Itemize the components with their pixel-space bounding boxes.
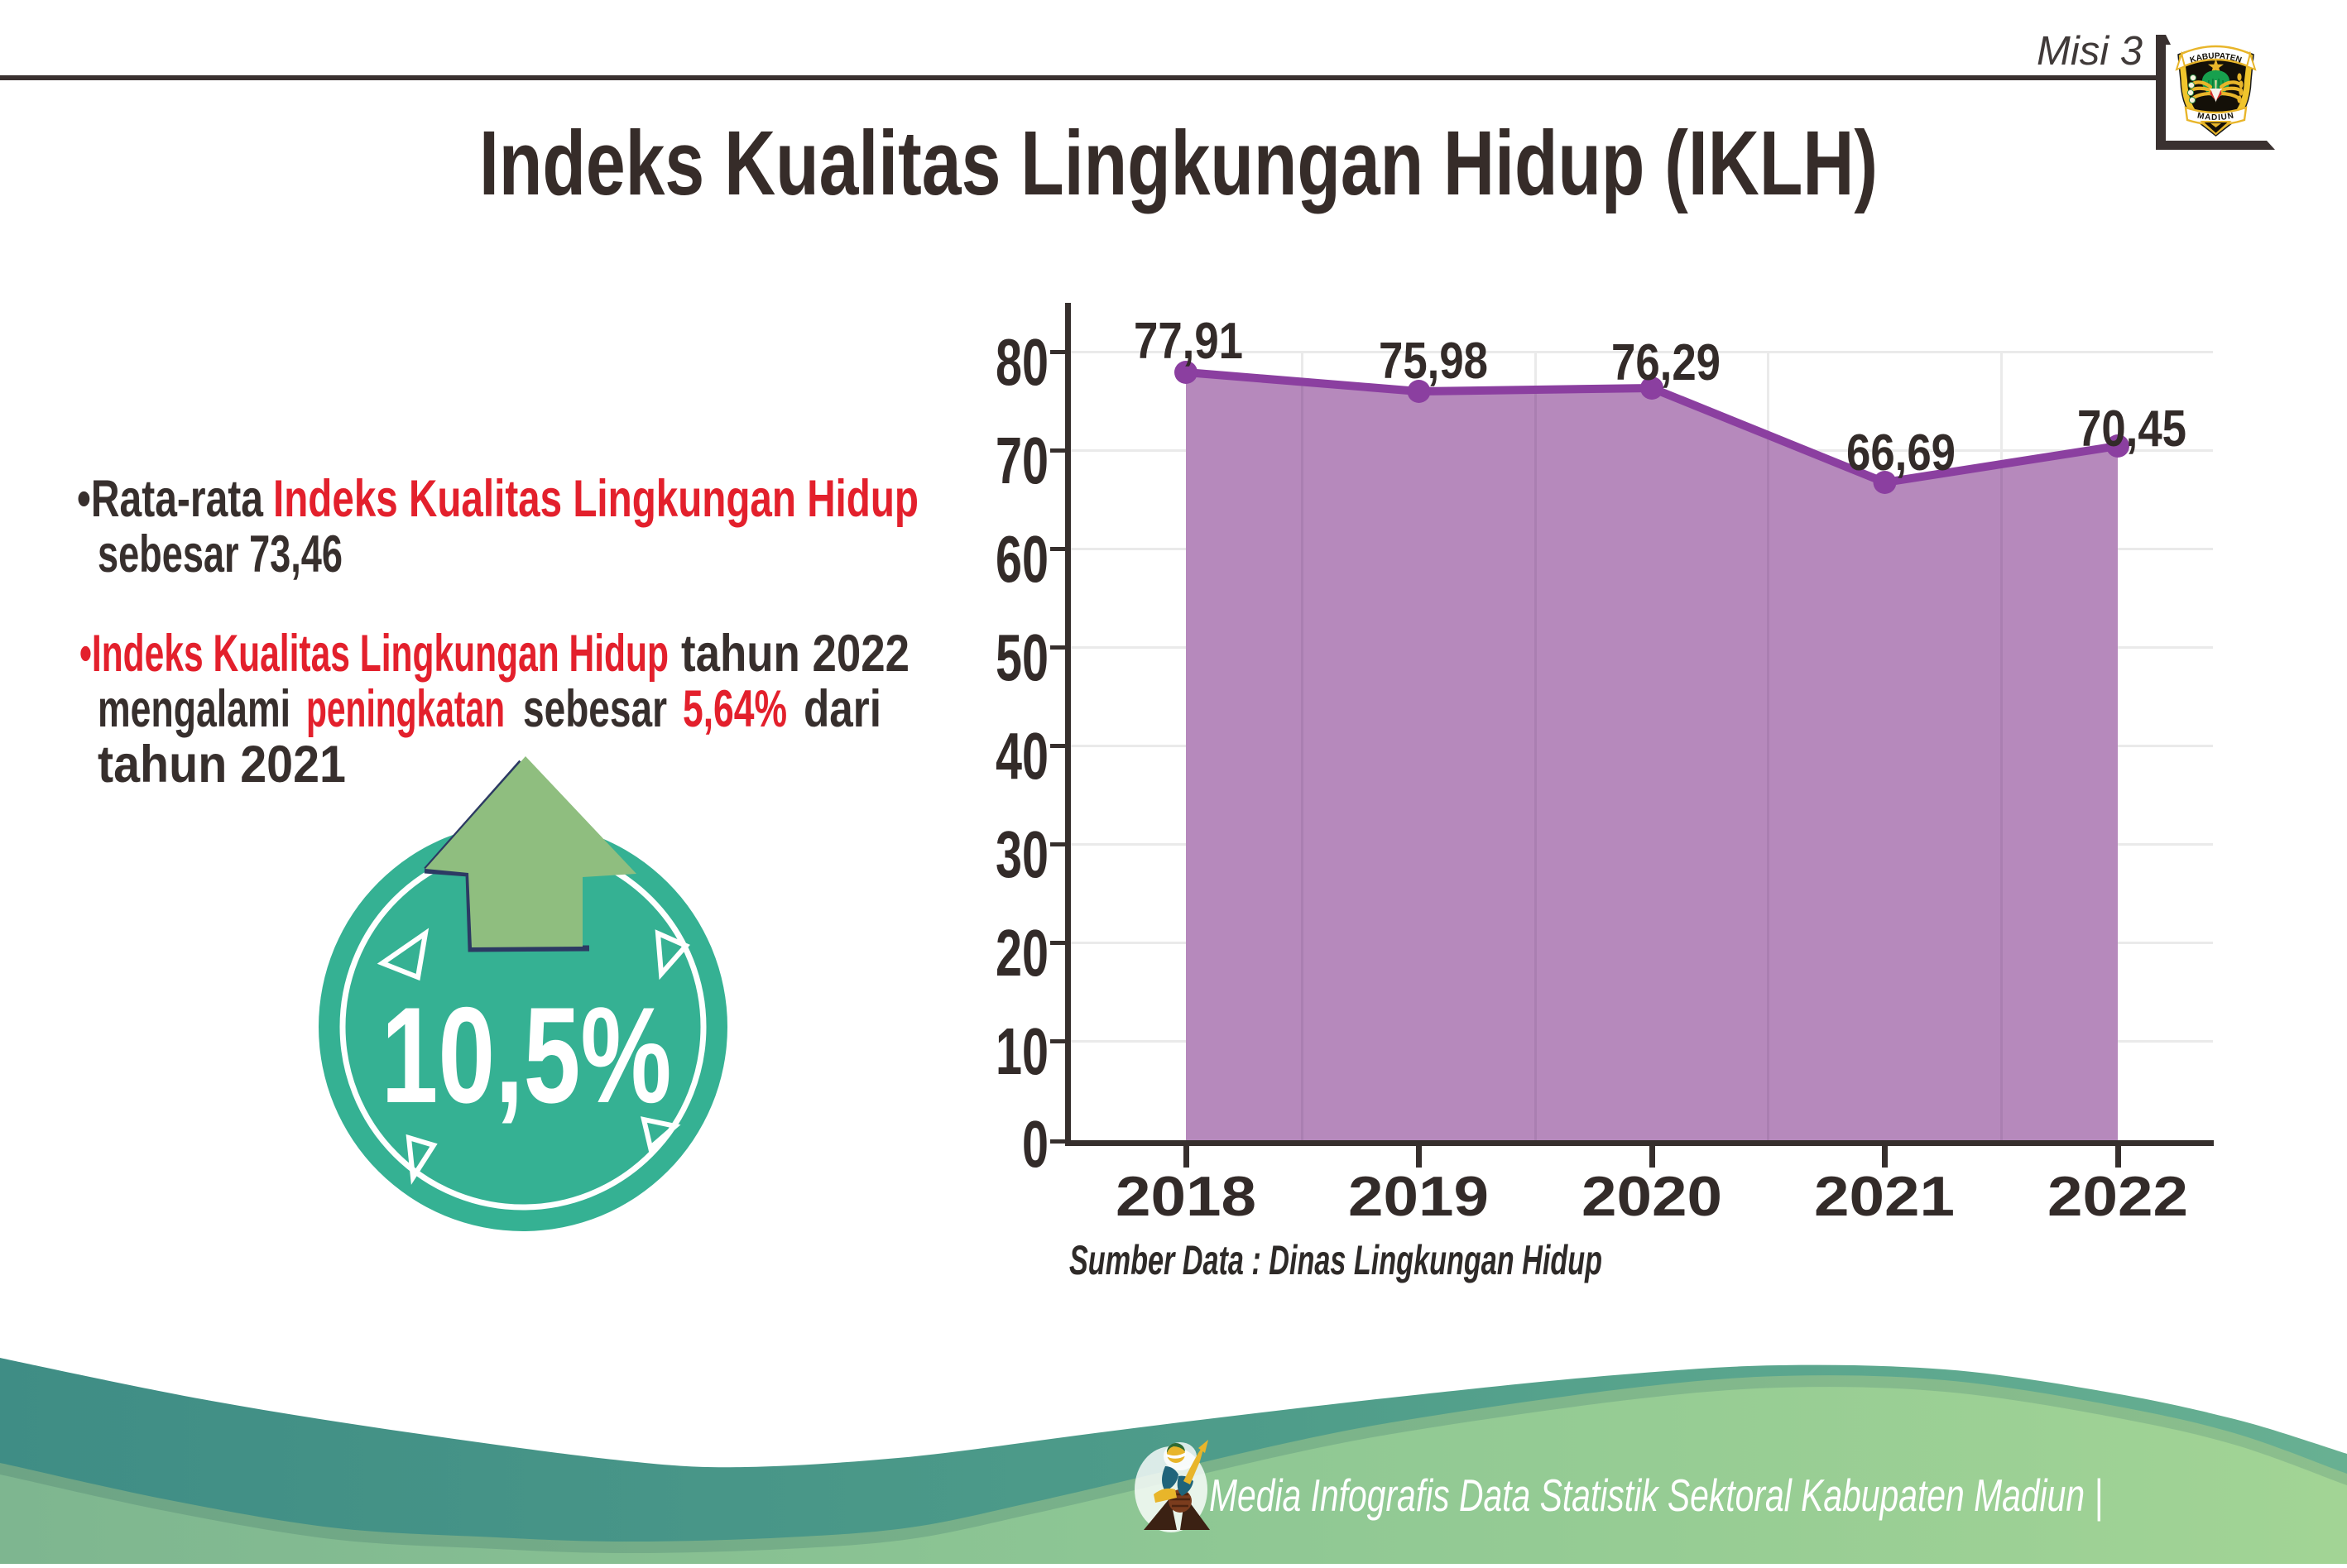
svg-text:KABUPATEN: KABUPATEN — [2189, 51, 2243, 65]
svg-text:30: 30 — [996, 818, 1049, 891]
svg-text:66,69: 66,69 — [1846, 424, 1956, 482]
svg-text:•Indeks Kualitas Lingkungan Hi: •Indeks Kualitas Lingkungan Hidup — [79, 625, 669, 683]
svg-text:Sumber Data : Dinas Lingkungan: Sumber Data : Dinas Lingkungan Hidup — [1069, 1237, 1602, 1283]
svg-text:peningkatan: peningkatan — [306, 680, 505, 738]
svg-text:0: 0 — [1022, 1107, 1049, 1181]
svg-text:MADIUN: MADIUN — [2196, 111, 2235, 122]
svg-text:80: 80 — [996, 325, 1049, 399]
svg-text:50: 50 — [996, 621, 1049, 694]
svg-text:sebesar 73,46: sebesar 73,46 — [98, 525, 343, 583]
svg-text:10: 10 — [996, 1014, 1049, 1088]
svg-text:70: 70 — [996, 424, 1049, 497]
svg-text:76,29: 76,29 — [1611, 334, 1721, 391]
svg-text:77,91: 77,91 — [1134, 313, 1243, 370]
svg-text:•Rata-rata: •Rata-rata — [77, 470, 264, 528]
svg-text:5,64%: 5,64% — [683, 680, 787, 738]
svg-text:10,5%: 10,5% — [382, 979, 672, 1131]
svg-text:dari: dari — [804, 680, 881, 738]
svg-text:tahun 2022: tahun 2022 — [681, 625, 910, 683]
svg-text:2021: 2021 — [1814, 1165, 1955, 1228]
svg-text:75,98: 75,98 — [1379, 333, 1488, 390]
svg-text:sebesar: sebesar — [523, 680, 667, 738]
svg-text:Media Infografis Data Statisti: Media Infografis Data Statistik Sektoral… — [1209, 1470, 2103, 1522]
svg-text:20: 20 — [996, 916, 1049, 990]
svg-text:40: 40 — [996, 719, 1049, 793]
svg-text:70,45: 70,45 — [2077, 400, 2186, 458]
svg-text:Indeks Kualitas Lingkungan Hid: Indeks Kualitas Lingkungan Hidup — [273, 470, 919, 528]
svg-text:Indeks Kualitas Lingkungan Hid: Indeks Kualitas Lingkungan Hidup (IKLH) — [479, 113, 1878, 214]
svg-text:60: 60 — [996, 522, 1049, 596]
svg-text:mengalami: mengalami — [98, 680, 290, 738]
svg-text:2018: 2018 — [1116, 1165, 1256, 1228]
svg-text:Misi 3: Misi 3 — [2037, 29, 2143, 74]
svg-text:2019: 2019 — [1348, 1165, 1489, 1228]
svg-text:2022: 2022 — [2047, 1165, 2188, 1228]
svg-text:tahun 2021: tahun 2021 — [98, 736, 346, 794]
svg-text:2020: 2020 — [1581, 1165, 1722, 1228]
